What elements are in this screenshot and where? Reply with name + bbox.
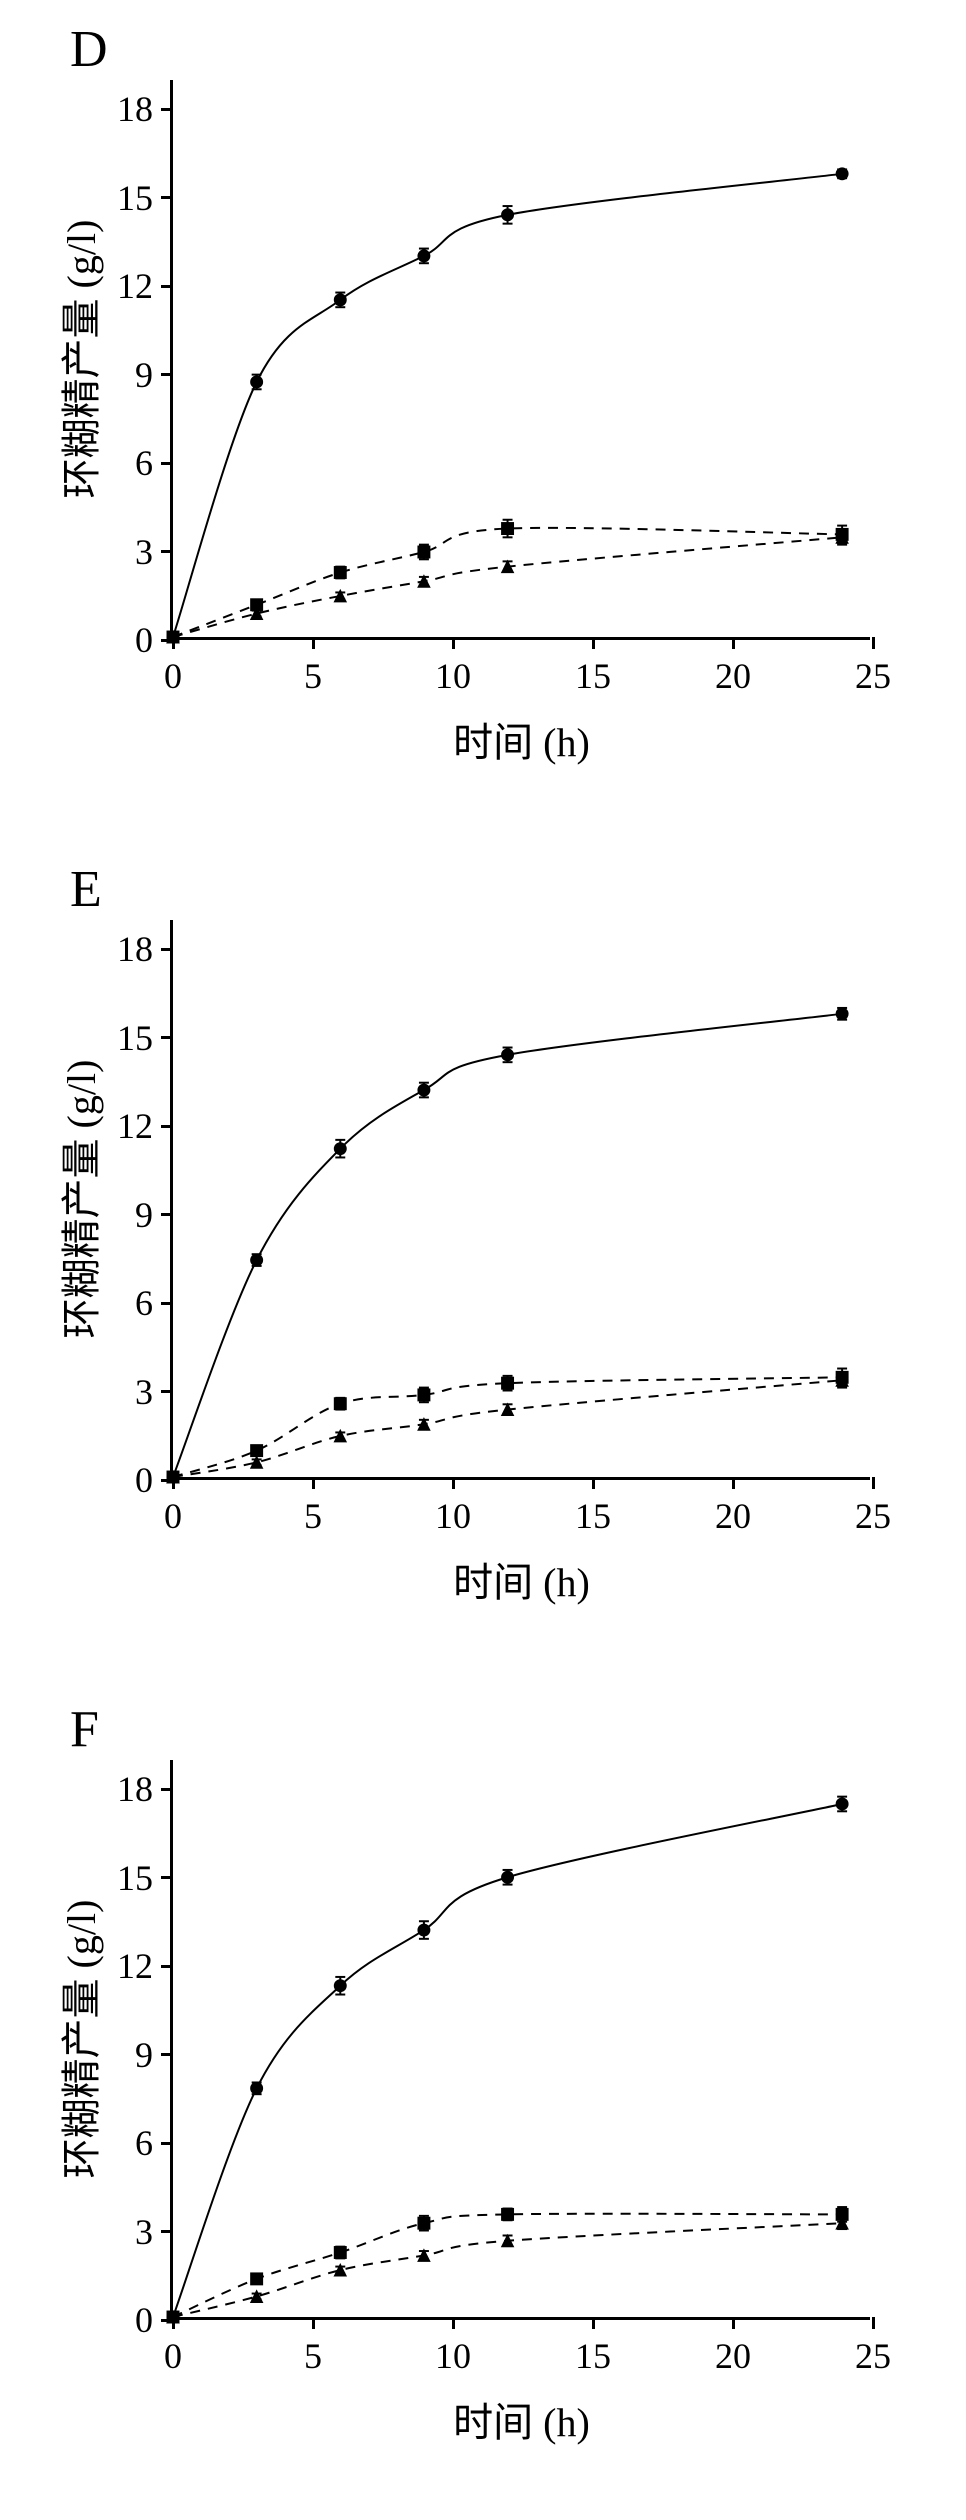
- y-tick-label: 15: [93, 177, 153, 219]
- chart-svg: [173, 920, 870, 1477]
- x-tick: [312, 2317, 315, 2329]
- x-tick-label: 5: [304, 655, 322, 697]
- panel-label: E: [70, 860, 102, 919]
- x-tick: [592, 2317, 595, 2329]
- chart-panel-F: F 环糊精产量 (g/l)时间 (h)03691215180510152025: [0, 1700, 966, 2480]
- y-tick-label: 12: [93, 1105, 153, 1147]
- series-line-mid: [173, 528, 842, 637]
- series-line-mid: [173, 1377, 842, 1477]
- y-tick-label: 12: [93, 1945, 153, 1987]
- y-tick: [161, 1036, 173, 1039]
- x-tick-label: 20: [715, 1495, 751, 1537]
- panel-label: F: [70, 1700, 99, 1759]
- x-tick-label: 25: [855, 655, 891, 697]
- x-tick: [592, 637, 595, 649]
- y-tick: [161, 1788, 173, 1791]
- x-tick-label: 10: [435, 655, 471, 697]
- x-tick-label: 15: [575, 1495, 611, 1537]
- plot-area: 环糊精产量 (g/l)时间 (h)03691215180510152025: [170, 920, 870, 1480]
- series-line-low: [173, 1380, 842, 1477]
- series-line-mid: [173, 2214, 842, 2317]
- x-tick: [732, 637, 735, 649]
- panel-label: D: [70, 20, 108, 79]
- y-tick: [161, 1876, 173, 1879]
- x-tick-label: 0: [164, 1495, 182, 1537]
- chart-svg: [173, 1760, 870, 2317]
- x-axis-label: 时间 (h): [453, 2390, 590, 2448]
- page: D 环糊精产量 (g/l)时间 (h)03691215180510152025 E 环…: [0, 0, 966, 2520]
- y-tick-label: 9: [93, 1194, 153, 1236]
- y-tick: [161, 373, 173, 376]
- y-tick: [161, 1302, 173, 1305]
- y-tick-label: 0: [93, 619, 153, 661]
- x-tick: [452, 1477, 455, 1489]
- y-tick: [161, 285, 173, 288]
- y-tick: [161, 196, 173, 199]
- x-tick: [732, 1477, 735, 1489]
- y-tick-label: 6: [93, 2122, 153, 2164]
- y-tick: [161, 1965, 173, 1968]
- x-tick-label: 0: [164, 2335, 182, 2377]
- y-tick-label: 15: [93, 1857, 153, 1899]
- x-axis-label: 时间 (h): [453, 710, 590, 768]
- x-tick-label: 25: [855, 2335, 891, 2377]
- x-axis-label: 时间 (h): [453, 1550, 590, 1608]
- x-tick-label: 10: [435, 1495, 471, 1537]
- y-tick: [161, 1390, 173, 1393]
- x-tick: [732, 2317, 735, 2329]
- y-tick-label: 3: [93, 531, 153, 573]
- y-tick: [161, 948, 173, 951]
- y-tick-label: 3: [93, 1371, 153, 1413]
- chart-svg: [173, 80, 870, 637]
- x-tick: [312, 1477, 315, 1489]
- plot-area: 环糊精产量 (g/l)时间 (h)03691215180510152025: [170, 1760, 870, 2320]
- y-tick: [161, 1125, 173, 1128]
- y-tick: [161, 2142, 173, 2145]
- x-tick-label: 15: [575, 655, 611, 697]
- x-tick: [452, 637, 455, 649]
- y-tick-label: 6: [93, 1282, 153, 1324]
- y-tick-label: 6: [93, 442, 153, 484]
- y-tick-label: 9: [93, 2034, 153, 2076]
- x-tick: [312, 637, 315, 649]
- y-tick: [161, 2230, 173, 2233]
- plot-area: 环糊精产量 (g/l)时间 (h)03691215180510152025: [170, 80, 870, 640]
- series-line-low: [173, 537, 842, 637]
- x-tick-label: 0: [164, 655, 182, 697]
- x-tick-label: 5: [304, 1495, 322, 1537]
- x-tick-label: 20: [715, 655, 751, 697]
- x-tick-label: 25: [855, 1495, 891, 1537]
- y-tick-label: 15: [93, 1017, 153, 1059]
- y-tick-label: 18: [93, 928, 153, 970]
- y-tick-label: 9: [93, 354, 153, 396]
- x-tick: [452, 2317, 455, 2329]
- y-tick-label: 12: [93, 265, 153, 307]
- chart-panel-D: D 环糊精产量 (g/l)时间 (h)03691215180510152025: [0, 20, 966, 800]
- y-tick: [161, 1213, 173, 1216]
- y-tick-label: 0: [93, 2299, 153, 2341]
- y-tick-label: 18: [93, 88, 153, 130]
- y-tick: [161, 108, 173, 111]
- x-tick: [592, 1477, 595, 1489]
- y-tick-label: 3: [93, 2211, 153, 2253]
- x-tick-label: 15: [575, 2335, 611, 2377]
- x-tick-label: 5: [304, 2335, 322, 2377]
- y-tick: [161, 2053, 173, 2056]
- y-tick: [161, 550, 173, 553]
- x-tick: [872, 2317, 875, 2329]
- x-tick-label: 10: [435, 2335, 471, 2377]
- y-tick-label: 0: [93, 1459, 153, 1501]
- y-tick-label: 18: [93, 1768, 153, 1810]
- x-tick-label: 20: [715, 2335, 751, 2377]
- x-tick: [872, 1477, 875, 1489]
- chart-panel-E: E 环糊精产量 (g/l)时间 (h)03691215180510152025: [0, 860, 966, 1640]
- x-tick: [872, 637, 875, 649]
- y-tick: [161, 462, 173, 465]
